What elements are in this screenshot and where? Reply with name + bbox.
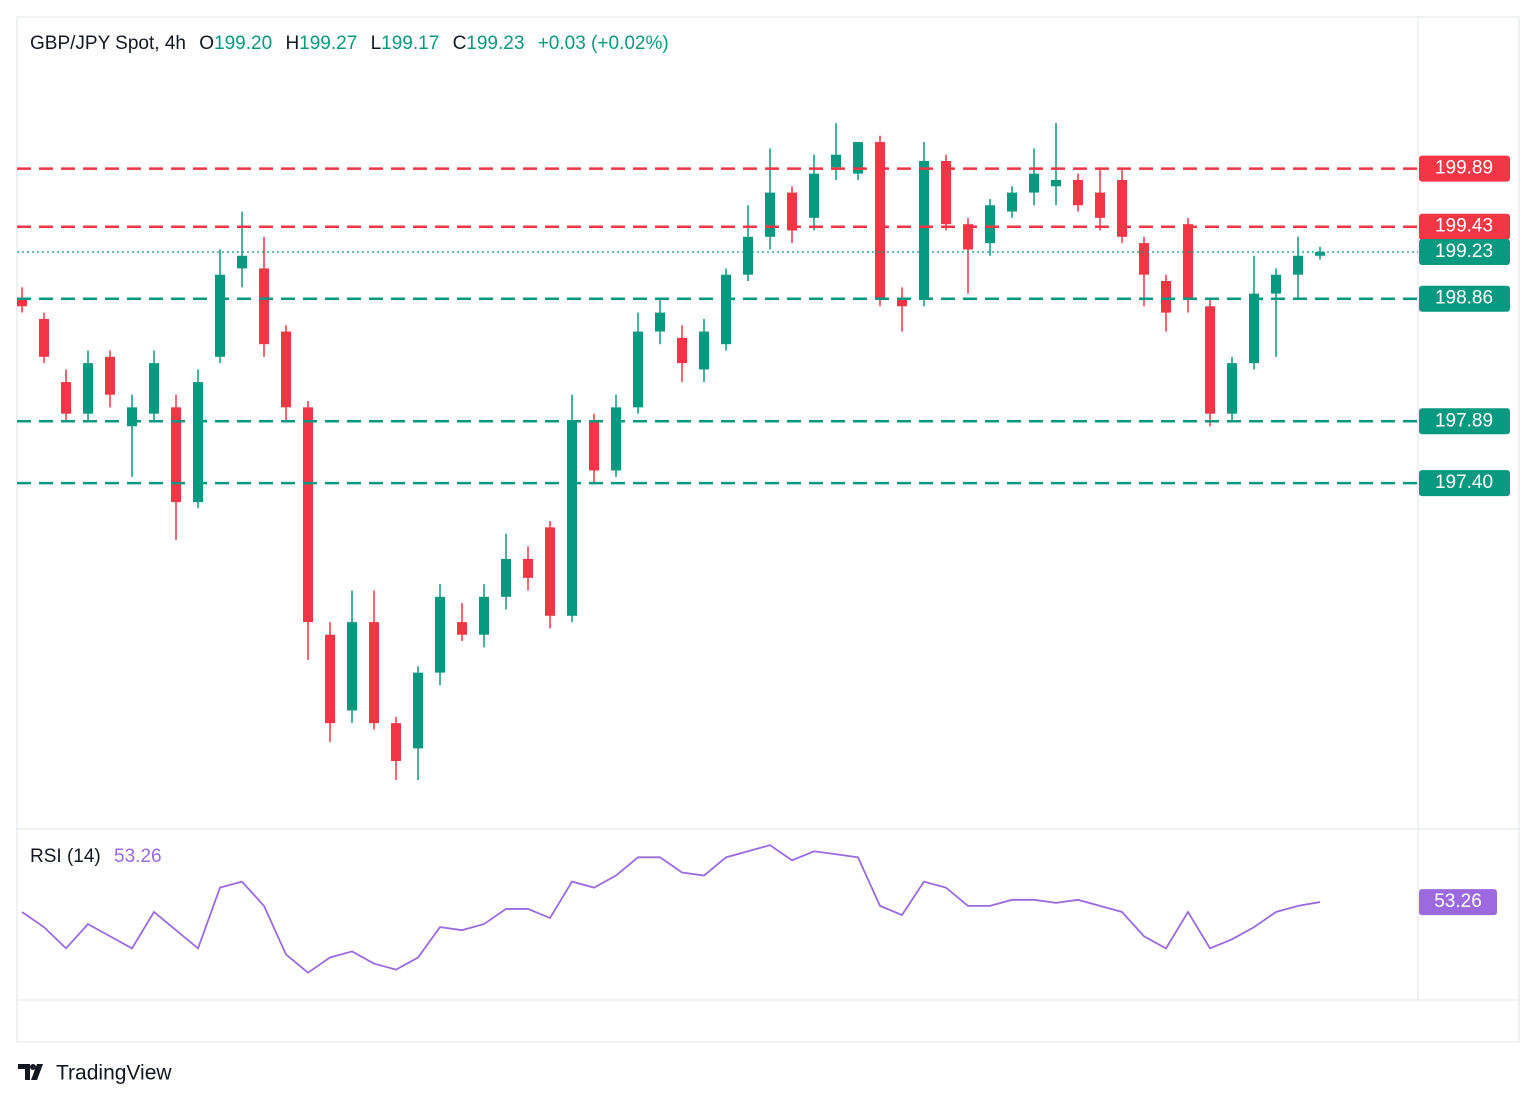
candle-body (61, 382, 71, 414)
candle-body (347, 622, 357, 711)
candle-body (193, 382, 203, 503)
candle-body (479, 596, 489, 635)
candle-body (237, 255, 247, 269)
candle-body (1315, 251, 1325, 256)
candle-body (215, 274, 225, 357)
level-box (1419, 285, 1510, 312)
candle-body (787, 192, 797, 231)
logo-mark (18, 1064, 43, 1080)
candle-body (919, 161, 929, 300)
candle-body (699, 331, 709, 370)
candle-body (1227, 363, 1237, 414)
candle-body (985, 205, 995, 244)
marks (17, 123, 1418, 974)
change: +0.03 (+0.02%) (538, 33, 669, 54)
candle-body (457, 622, 467, 635)
candle-body (1073, 179, 1083, 206)
candle-body (853, 142, 863, 174)
candle-body (633, 331, 643, 408)
candle-body (611, 407, 621, 471)
candle-body (523, 558, 533, 578)
candle-body (1139, 243, 1149, 275)
candle-body (1183, 224, 1193, 300)
header: GBP/JPY Spot, 4h O199.20 H199.27 L199.17… (30, 33, 669, 54)
last-price-box (1419, 238, 1510, 265)
level-box (1419, 408, 1510, 435)
candle-body (303, 407, 313, 623)
l-value: 199.17 (381, 33, 439, 54)
symbol: GBP/JPY Spot, 4h (30, 33, 186, 54)
candle-body (875, 142, 885, 300)
candle-body (501, 558, 511, 597)
candle-body (259, 268, 269, 345)
candle-body (545, 527, 555, 616)
rsi-line (21, 844, 1321, 974)
level-label: 197.40 (1435, 472, 1493, 493)
candle-body (149, 363, 159, 414)
level-box (1419, 213, 1510, 240)
rsi-value-label: 53.26 (1434, 891, 1482, 912)
candle-body (743, 236, 753, 275)
candle-body (105, 356, 115, 395)
candle-body (809, 173, 819, 218)
o-value: 199.20 (214, 33, 272, 54)
level-label: 198.86 (1435, 288, 1493, 309)
level-box (1419, 470, 1510, 497)
frame (16, 16, 1520, 1043)
candle-body (567, 419, 577, 616)
rsi-header: RSI (14) 53.26 (30, 846, 162, 867)
candle-body (1117, 179, 1127, 237)
labels: 199.89 199.43 198.86 197.89 197.40 199.23 53.2… (1419, 155, 1510, 916)
candle-body (721, 274, 731, 345)
candle-body (1293, 255, 1303, 275)
last-price-label: 199.23 (1435, 241, 1493, 262)
level-label: 199.43 (1435, 216, 1493, 237)
candle-body (369, 622, 379, 724)
candle-body (831, 154, 841, 168)
rsi-title: RSI (14) (30, 846, 101, 867)
candle-body (765, 192, 775, 237)
candle-body (1051, 179, 1061, 187)
h-label: H (285, 33, 299, 54)
candle-body (83, 363, 93, 414)
rsi-value: 53.26 (114, 846, 162, 867)
candle-body (1095, 192, 1105, 218)
candle-body (677, 337, 687, 364)
candle-body (1007, 192, 1017, 212)
candle-body (1161, 281, 1171, 313)
candle-body (171, 407, 181, 503)
candle-body (391, 723, 401, 762)
candle-body (127, 407, 137, 427)
candle-body (413, 672, 423, 749)
c-value: 199.23 (466, 33, 524, 54)
candle-body (435, 596, 445, 673)
candle-body (325, 634, 335, 724)
candle-body (1271, 274, 1281, 294)
candle-body (281, 331, 291, 408)
h-value: 199.27 (299, 33, 357, 54)
rsi-value-box (1419, 889, 1497, 916)
brand: TradingView (56, 1062, 172, 1085)
level-label: 197.89 (1435, 410, 1493, 431)
candle-body (1249, 293, 1259, 364)
candle-body (589, 419, 599, 471)
l-label: L (371, 33, 382, 54)
candle-body (941, 161, 951, 225)
c-label: C (453, 33, 467, 54)
logo[interactable]: TradingView (18, 1062, 172, 1085)
level-label: 199.89 (1435, 158, 1493, 179)
candle-body (17, 299, 27, 307)
candle-body (963, 224, 973, 250)
candle-body (1205, 306, 1215, 414)
level-box (1419, 155, 1510, 182)
logo-dot (30, 1064, 36, 1070)
candle-body (1029, 173, 1039, 193)
candle-body (39, 318, 49, 357)
o-label: O (199, 33, 214, 54)
candle-body (897, 299, 907, 307)
candle-body (655, 312, 665, 332)
